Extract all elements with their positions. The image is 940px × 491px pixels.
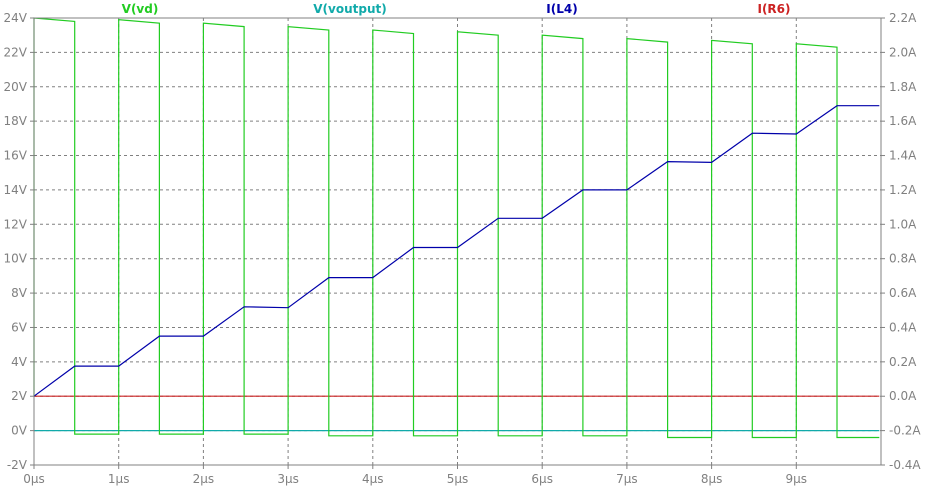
series-group (33, 17, 880, 439)
right-tick-label: 1.0A (889, 217, 917, 231)
left-tick-label: 14V (4, 183, 28, 197)
legend-entry: I(R6) (757, 2, 790, 16)
right-tick-label: 2.2A (889, 11, 917, 25)
right-axis-ticks: -0.4A -0.2A 0.0A 0.2A 0.4A 0.6A 0.8A 1.0A 1.2A 1.… (881, 11, 921, 472)
right-tick-label: 1.2A (889, 183, 917, 197)
x-tick-label: 1µs (108, 472, 130, 486)
x-tick-label: 8µs (701, 472, 723, 486)
left-axis-ticks: -2V 0V 2V 4V 6V 8V 10V 12V 14V 16V 18V 20V 22V 24V (4, 11, 34, 472)
x-tick-label: 7µs (616, 472, 638, 486)
x-tick-label: 5µs (447, 472, 469, 486)
left-tick-label: 22V (4, 45, 28, 59)
right-tick-label: 2.0A (889, 45, 917, 59)
legend-entry: I(L4) (546, 2, 577, 16)
series-v-vd-line (33, 17, 880, 439)
x-tick-label: 2µs (193, 472, 215, 486)
right-tick-label: 0.6A (889, 286, 917, 300)
left-tick-label: 8V (11, 286, 28, 300)
right-tick-label: 0.2A (889, 355, 917, 369)
left-tick-label: 24V (4, 11, 28, 25)
left-tick-label: 2V (11, 389, 28, 403)
left-tick-label: 20V (4, 80, 28, 94)
right-tick-label: 0.4A (889, 320, 917, 334)
x-tick-label: 4µs (362, 472, 384, 486)
x-tick-label: 6µs (531, 472, 553, 486)
legend-entry: V(voutput) (313, 2, 386, 16)
right-tick-label: -0.2A (889, 424, 921, 438)
left-tick-label: 12V (4, 217, 28, 231)
right-tick-label: 1.8A (889, 80, 917, 94)
left-tick-label: 0V (11, 424, 28, 438)
legend-entry: V(vd) (122, 2, 159, 16)
right-tick-label: 1.4A (889, 149, 917, 163)
x-tick-label: 9µs (786, 472, 808, 486)
x-axis-ticks: 0µs 1µs 2µs 3µs 4µs 5µs 6µs 7µs 8µs 9µs (23, 465, 807, 486)
right-tick-label: 1.6A (889, 114, 917, 128)
left-tick-label: 10V (4, 252, 28, 266)
x-tick-label: 0µs (23, 472, 45, 486)
x-tick-label: 3µs (277, 472, 299, 486)
left-tick-label: 6V (11, 320, 28, 334)
left-tick-label: 16V (4, 149, 28, 163)
left-tick-label: 4V (11, 355, 28, 369)
right-tick-label: 0.8A (889, 252, 917, 266)
right-tick-label: -0.4A (889, 458, 921, 472)
legend: V(vd) V(voutput) I(L4) I(R6) (122, 2, 791, 16)
left-tick-label: -2V (7, 458, 28, 472)
left-tick-label: 18V (4, 114, 28, 128)
right-tick-label: 0.0A (889, 389, 917, 403)
series-i-l4-line (33, 105, 880, 397)
